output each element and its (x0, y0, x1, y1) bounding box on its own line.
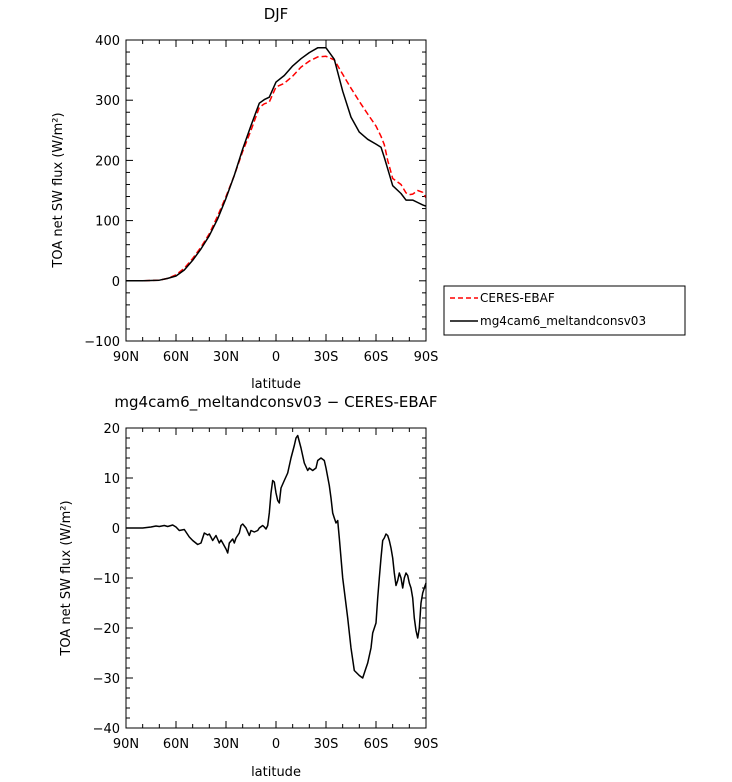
bottom-series-line-0 (126, 434, 427, 679)
bottom-y-tick-label: −30 (93, 672, 120, 687)
top-y-tick-label: 400 (95, 34, 120, 49)
top-x-tick-label: 90S (414, 350, 439, 365)
bottom-chart-title: mg4cam6_meltandconsv03 − CERES-EBAF (114, 393, 437, 412)
legend-box (443, 285, 686, 336)
legend-label-model: mg4cam6_meltandconsv03 (480, 314, 646, 328)
bottom-x-axis-label: latitude (251, 765, 301, 780)
top-x-tick-label: 30N (213, 350, 239, 365)
bottom-plot-frame (125, 427, 427, 729)
top-x-tick-label: 60S (364, 350, 389, 365)
top-y-tick-label: −100 (84, 335, 120, 350)
bottom-x-tick-label: 0 (272, 737, 280, 752)
bottom-x-tick-label: 60N (163, 737, 189, 752)
top-series-group (126, 47, 427, 282)
top-x-tick-label: 90N (113, 350, 139, 365)
bottom-axis-ticks: 90N 60N 30N 0 30S 60S 90S −40 −30 −20 −10 0 10 20 (93, 422, 439, 752)
bottom-y-tick-label: 20 (103, 422, 120, 437)
top-series-line-1 (126, 47, 427, 282)
top-y-axis-label: TOA net SW flux (W/m²) (51, 112, 66, 268)
top-x-tick-label: 30S (314, 350, 339, 365)
bottom-x-tick-label: 90N (113, 737, 139, 752)
bottom-x-tick-label: 30N (213, 737, 239, 752)
legend: CERES-EBAF mg4cam6_meltandconsv03 (443, 285, 686, 336)
bottom-series-group (126, 434, 427, 679)
top-y-tick-label: 0 (112, 275, 120, 290)
bottom-y-tick-label: −40 (93, 722, 120, 737)
top-x-tick-label: 0 (272, 350, 280, 365)
bottom-y-tick-label: 10 (103, 472, 120, 487)
top-plot-frame (125, 39, 427, 342)
top-series-line-0 (126, 55, 427, 282)
top-panel: DJF 90N 60N 30N 0 30S 60S 90S −100 0 100 200 300 400… (51, 5, 438, 392)
bottom-panel: mg4cam6_meltandconsv03 − CERES-EBAF 90N 6… (59, 393, 438, 780)
bottom-y-tick-label: 0 (112, 522, 120, 537)
top-y-tick-label: 300 (95, 94, 120, 109)
top-axis-ticks: 90N 60N 30N 0 30S 60S 90S −100 0 100 200 300 400 (84, 34, 438, 365)
bottom-y-tick-label: −20 (93, 622, 120, 637)
bottom-y-tick-label: −10 (93, 572, 120, 587)
top-x-axis-label: latitude (251, 377, 301, 392)
bottom-x-tick-label: 90S (414, 737, 439, 752)
bottom-y-axis-label: TOA net SW flux (W/m²) (59, 500, 74, 656)
top-y-tick-label: 100 (95, 215, 120, 230)
top-y-tick-label: 200 (95, 154, 120, 169)
top-chart-title: DJF (264, 5, 289, 23)
bottom-x-tick-label: 30S (314, 737, 339, 752)
top-x-tick-label: 60N (163, 350, 189, 365)
bottom-x-tick-label: 60S (364, 737, 389, 752)
legend-label-ceres: CERES-EBAF (480, 291, 555, 305)
